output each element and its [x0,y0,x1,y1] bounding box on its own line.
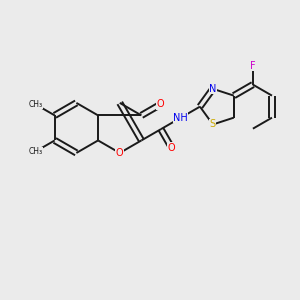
Text: F: F [250,61,256,71]
Text: CH₃: CH₃ [28,147,43,156]
Text: O: O [157,99,164,110]
Text: S: S [210,119,216,130]
Text: NH: NH [173,113,188,123]
Text: O: O [168,142,176,153]
Text: CH₃: CH₃ [28,100,43,109]
Text: N: N [209,84,217,94]
Text: O: O [116,148,124,158]
